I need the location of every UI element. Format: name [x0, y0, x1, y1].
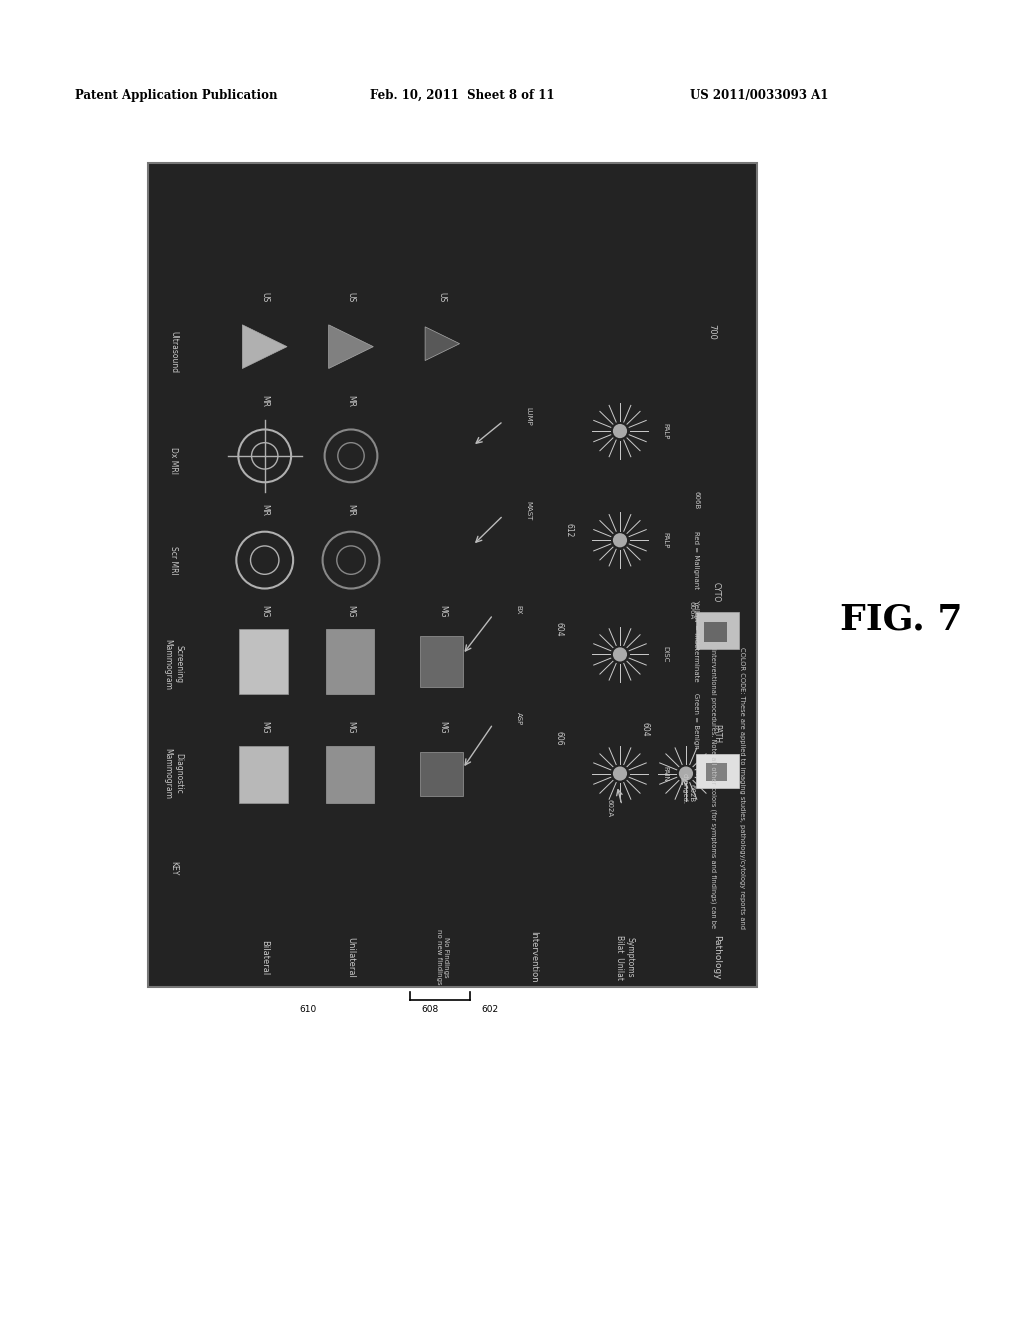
Text: PALP: PALP: [663, 422, 669, 440]
Polygon shape: [240, 746, 288, 804]
Text: 612: 612: [564, 523, 573, 537]
Text: US 2011/0033093 A1: US 2011/0033093 A1: [690, 88, 828, 102]
Text: Ultrasound: Ultrasound: [169, 330, 178, 372]
Text: MG: MG: [438, 606, 446, 618]
Text: Symptoms
Bilat  Unilat: Symptoms Bilat Unilat: [615, 935, 635, 979]
Text: Feb. 10, 2011  Sheet 8 of 11: Feb. 10, 2011 Sheet 8 of 11: [370, 88, 555, 102]
Polygon shape: [240, 628, 288, 694]
Polygon shape: [329, 325, 374, 368]
Text: 610: 610: [299, 1005, 316, 1014]
Circle shape: [613, 424, 627, 438]
Polygon shape: [696, 754, 738, 788]
Text: MR: MR: [346, 395, 355, 408]
Text: MG: MG: [260, 606, 269, 618]
Text: COLOR CODE: These are applied to imaging studies, pathology/cytology reports and: COLOR CODE: These are applied to imaging…: [738, 647, 744, 929]
Circle shape: [679, 767, 693, 780]
Text: FIG. 7: FIG. 7: [840, 603, 963, 638]
Text: KEY: KEY: [169, 861, 178, 875]
Text: Intervention: Intervention: [529, 932, 539, 983]
Text: 604: 604: [641, 722, 650, 737]
Text: 602B: 602B: [688, 784, 694, 803]
Text: MG: MG: [260, 721, 269, 733]
Polygon shape: [696, 611, 738, 649]
Text: PALP: PALP: [663, 532, 669, 548]
Text: CYTO: CYTO: [712, 582, 721, 602]
Text: MR: MR: [260, 504, 269, 516]
Text: Pathology: Pathology: [712, 935, 721, 979]
Text: No Findings
no new findings: No Findings no new findings: [436, 929, 449, 985]
Text: PATH: PATH: [712, 725, 721, 743]
Circle shape: [613, 533, 627, 548]
Text: 604: 604: [555, 622, 563, 638]
Text: Diagnostic
Mammogram: Diagnostic Mammogram: [164, 748, 183, 799]
Text: Dx MRI: Dx MRI: [169, 447, 178, 474]
Text: ASP: ASP: [515, 713, 521, 726]
Text: LUMP: LUMP: [525, 407, 531, 425]
Text: US: US: [438, 292, 446, 302]
Text: US: US: [346, 292, 355, 302]
Polygon shape: [705, 622, 727, 642]
Bar: [148, 162, 757, 987]
Text: 606: 606: [555, 731, 563, 746]
Polygon shape: [326, 746, 375, 804]
Polygon shape: [420, 751, 463, 796]
Text: MG: MG: [346, 721, 355, 733]
Text: Patent Application Publication: Patent Application Publication: [75, 88, 278, 102]
Polygon shape: [420, 635, 463, 688]
Text: 602A: 602A: [607, 799, 612, 817]
Text: 602: 602: [481, 1005, 499, 1014]
Text: changed.: changed.: [682, 774, 688, 804]
Text: MAST: MAST: [525, 500, 531, 520]
Text: 606B: 606B: [693, 491, 699, 510]
Text: Screening
Mammogram: Screening Mammogram: [164, 639, 183, 690]
Text: MR: MR: [260, 395, 269, 408]
Text: PAIN: PAIN: [663, 766, 669, 781]
Polygon shape: [425, 327, 460, 360]
Circle shape: [613, 647, 627, 661]
Circle shape: [613, 767, 627, 780]
Text: Red = Malignant     Yellow = Indeterminate     Green = Benign: Red = Malignant Yellow = Indeterminate G…: [693, 531, 699, 748]
Text: Unilateral: Unilateral: [346, 937, 355, 978]
Text: US: US: [260, 292, 269, 302]
Text: 606A: 606A: [688, 601, 694, 619]
Text: DISC: DISC: [663, 647, 669, 663]
Polygon shape: [326, 628, 375, 694]
Text: BX: BX: [515, 605, 521, 615]
Text: MG: MG: [346, 606, 355, 618]
Polygon shape: [243, 325, 287, 368]
Text: MG: MG: [438, 721, 446, 733]
Text: 700: 700: [707, 323, 716, 339]
Text: Bilateral: Bilateral: [260, 940, 269, 975]
Text: 608: 608: [421, 1005, 438, 1014]
Polygon shape: [707, 763, 727, 780]
Text: interventional procedures. Note all other colors (for symptoms and findings) can: interventional procedures. Note all othe…: [710, 648, 717, 928]
Text: MR: MR: [346, 504, 355, 516]
Text: Scr MRI: Scr MRI: [169, 545, 178, 574]
